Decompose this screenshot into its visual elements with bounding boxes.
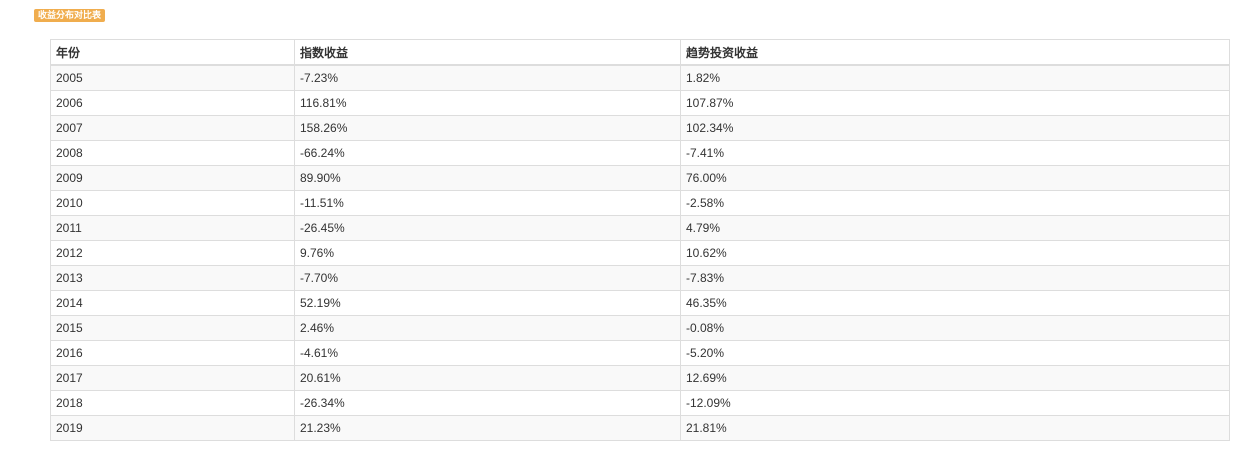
year-cell: 2017 (50, 365, 295, 391)
table-row: 2011 -26.45% 4.79% (50, 215, 1230, 241)
trend-return-cell: 107.87% (680, 90, 1230, 116)
year-cell: 2018 (50, 390, 295, 416)
year-cell: 2013 (50, 265, 295, 291)
table-row: 2006 116.81% 107.87% (50, 90, 1230, 116)
index-return-cell: 20.61% (294, 365, 681, 391)
column-header-index-return: 指数收益 (294, 39, 681, 66)
year-cell: 2006 (50, 90, 295, 116)
trend-return-cell: -2.58% (680, 190, 1230, 216)
table-header: 年份 指数收益 趋势投资收益 (50, 39, 1230, 66)
year-cell: 2015 (50, 315, 295, 341)
table-row: 2010 -11.51% -2.58% (50, 190, 1230, 216)
index-return-cell: -7.23% (294, 64, 681, 91)
trend-return-cell: -12.09% (680, 390, 1230, 416)
year-cell: 2007 (50, 115, 295, 141)
trend-return-cell: -0.08% (680, 315, 1230, 341)
index-return-cell: -11.51% (294, 190, 681, 216)
trend-return-cell: -7.41% (680, 140, 1230, 166)
year-cell: 2019 (50, 415, 295, 441)
table-row: 2017 20.61% 12.69% (50, 365, 1230, 391)
year-cell: 2014 (50, 290, 295, 316)
year-cell: 2012 (50, 240, 295, 266)
table-row: 2019 21.23% 21.81% (50, 415, 1230, 441)
index-return-cell: 2.46% (294, 315, 681, 341)
year-cell: 2016 (50, 340, 295, 366)
table-row: 2005 -7.23% 1.82% (50, 64, 1230, 91)
trend-return-cell: -5.20% (680, 340, 1230, 366)
index-return-cell: -4.61% (294, 340, 681, 366)
trend-return-cell: 10.62% (680, 240, 1230, 266)
index-return-cell: -26.45% (294, 215, 681, 241)
trend-return-cell: 46.35% (680, 290, 1230, 316)
index-return-cell: 158.26% (294, 115, 681, 141)
index-return-cell: -7.70% (294, 265, 681, 291)
trend-return-cell: 76.00% (680, 165, 1230, 191)
index-return-cell: -66.24% (294, 140, 681, 166)
column-header-trend-return: 趋势投资收益 (680, 39, 1230, 66)
year-cell: 2005 (50, 64, 295, 91)
table-row: 2007 158.26% 102.34% (50, 115, 1230, 141)
index-return-cell: 9.76% (294, 240, 681, 266)
index-return-cell: 89.90% (294, 165, 681, 191)
table-row: 2009 89.90% 76.00% (50, 165, 1230, 191)
year-cell: 2010 (50, 190, 295, 216)
trend-return-cell: 4.79% (680, 215, 1230, 241)
table-row: 2012 9.76% 10.62% (50, 240, 1230, 266)
table-row: 2018 -26.34% -12.09% (50, 390, 1230, 416)
returns-comparison-table-container: 年份 指数收益 趋势投资收益 2005 -7.23% 1.82% 2006 11… (50, 39, 1230, 441)
trend-return-cell: 1.82% (680, 64, 1230, 91)
year-cell: 2011 (50, 215, 295, 241)
year-cell: 2008 (50, 140, 295, 166)
table-title-badge: 收益分布对比表 (34, 9, 106, 22)
trend-return-cell: -7.83% (680, 265, 1230, 291)
returns-comparison-table: 年份 指数收益 趋势投资收益 2005 -7.23% 1.82% 2006 11… (50, 39, 1230, 441)
table-row: 2016 -4.61% -5.20% (50, 340, 1230, 366)
table-row: 2008 -66.24% -7.41% (50, 140, 1230, 166)
index-return-cell: 21.23% (294, 415, 681, 441)
index-return-cell: -26.34% (294, 390, 681, 416)
table-row: 2015 2.46% -0.08% (50, 315, 1230, 341)
year-cell: 2009 (50, 165, 295, 191)
table-row: 2013 -7.70% -7.83% (50, 265, 1230, 291)
trend-return-cell: 102.34% (680, 115, 1230, 141)
column-header-year: 年份 (50, 39, 295, 66)
trend-return-cell: 12.69% (680, 365, 1230, 391)
index-return-cell: 52.19% (294, 290, 681, 316)
table-row: 2014 52.19% 46.35% (50, 290, 1230, 316)
table-body: 2005 -7.23% 1.82% 2006 116.81% 107.87% 2… (50, 64, 1230, 441)
table-header-row: 年份 指数收益 趋势投资收益 (50, 39, 1230, 66)
trend-return-cell: 21.81% (680, 415, 1230, 441)
index-return-cell: 116.81% (294, 90, 681, 116)
